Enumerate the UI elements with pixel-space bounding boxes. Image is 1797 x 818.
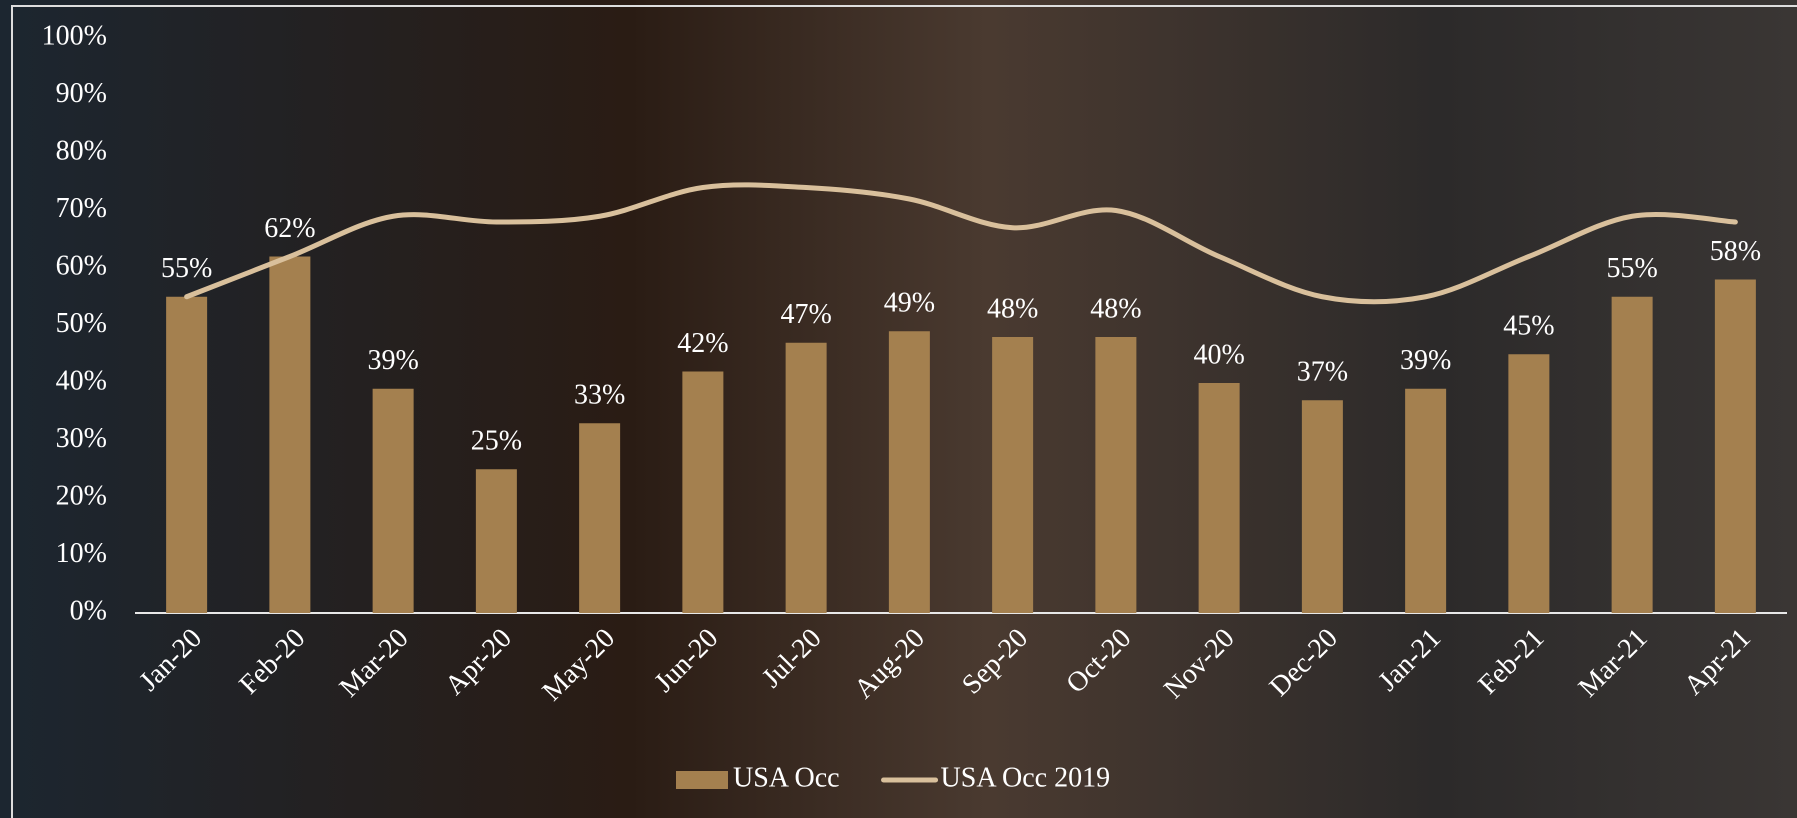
y-tick-label: 0% xyxy=(70,595,107,626)
data-label: 58% xyxy=(1710,236,1761,267)
bar xyxy=(1714,279,1756,613)
bar xyxy=(682,371,724,613)
bar xyxy=(166,296,208,613)
bar xyxy=(1095,337,1137,613)
y-tick-label: 60% xyxy=(56,250,107,281)
data-label: 39% xyxy=(1400,345,1451,376)
y-tick-label: 10% xyxy=(56,538,107,569)
line xyxy=(184,182,1738,305)
legend-swatch xyxy=(676,771,728,789)
data-label: 45% xyxy=(1503,311,1554,342)
data-label: 37% xyxy=(1297,357,1348,388)
data-label: 48% xyxy=(987,293,1038,324)
data-label: 48% xyxy=(1090,293,1141,324)
y-tick-label: 30% xyxy=(56,423,107,454)
y-tick-label: 50% xyxy=(56,308,107,339)
bar xyxy=(1301,400,1343,613)
bar xyxy=(579,423,621,613)
bar xyxy=(888,331,930,613)
data-label: 42% xyxy=(677,328,728,359)
y-tick-label: 90% xyxy=(56,78,107,109)
bar xyxy=(372,388,414,613)
data-label: 47% xyxy=(780,299,831,330)
y-tick-label: 70% xyxy=(56,193,107,224)
y-tick-label: 40% xyxy=(56,365,107,396)
bar xyxy=(1198,383,1240,613)
frame xyxy=(11,5,1797,818)
data-label: 25% xyxy=(471,426,522,457)
data-label: 62% xyxy=(264,213,315,244)
y-tick-label: 20% xyxy=(56,480,107,511)
data-label: 49% xyxy=(884,288,935,319)
data-label: 55% xyxy=(1606,253,1657,284)
legend-label: USA Occ 2019 xyxy=(941,762,1111,793)
bar xyxy=(269,256,311,613)
bar xyxy=(1611,296,1653,613)
bar xyxy=(475,469,517,613)
y-tick-label: 100% xyxy=(42,20,107,51)
y-tick-label: 80% xyxy=(56,135,107,166)
bar xyxy=(785,342,827,613)
legend-label: USA Occ xyxy=(733,762,840,793)
data-label: 39% xyxy=(367,345,418,376)
data-label: 40% xyxy=(1193,339,1244,370)
bar xyxy=(1405,388,1447,613)
data-label: 33% xyxy=(574,380,625,411)
data-label: 55% xyxy=(161,253,212,284)
bar xyxy=(992,337,1034,613)
bar xyxy=(1508,354,1550,613)
